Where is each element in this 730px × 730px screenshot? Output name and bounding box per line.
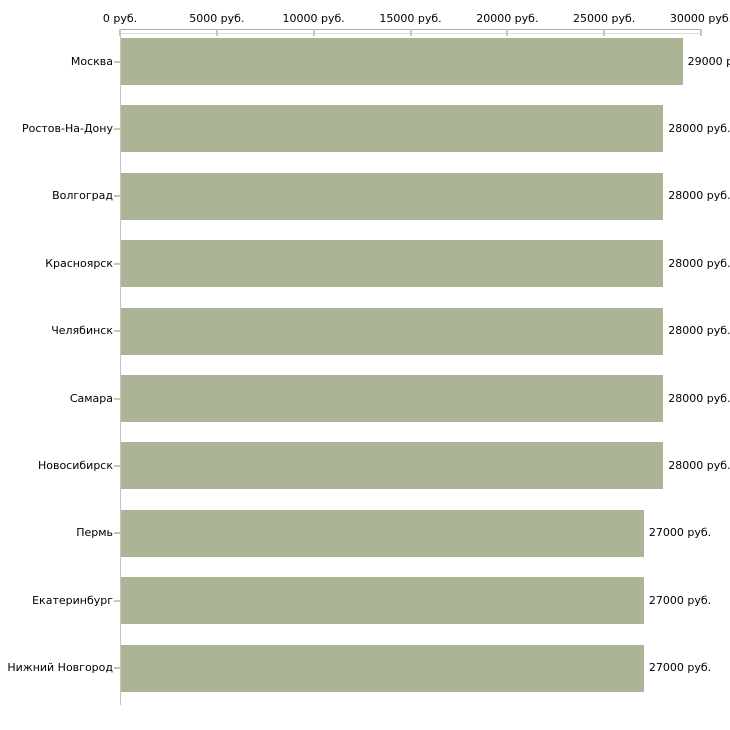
bar-value-label: 28000 руб. [668,324,730,338]
x-axis-tick-label: 5000 руб. [189,12,245,25]
bar-value-label: 28000 руб. [668,189,730,203]
category-tick-mark [114,599,120,602]
bar-value-label: 27000 руб. [648,526,712,540]
bar [121,644,644,692]
x-axis-tick-mark [215,29,218,36]
bar [121,509,644,557]
category-axis-line [120,29,121,705]
category-label: Пермь [76,526,113,540]
bar [121,105,664,153]
x-axis-tick-label: 20000 руб. [476,12,539,25]
category-tick-mark [114,330,120,333]
category-tick-mark [114,60,120,63]
bar-value-label: 27000 руб. [648,661,712,675]
category-label: Красноярск [45,256,113,270]
bar [121,577,644,625]
x-axis-tick-mark [700,29,702,36]
category-label: Челябинск [51,324,113,338]
x-axis-tick-label: 10000 руб. [282,12,345,25]
category-label: Новосибирск [37,458,113,472]
x-axis-tick-label: 30000 руб. [669,12,730,25]
bar [121,307,664,355]
category-tick-mark [114,532,120,535]
x-axis-tick-mark [312,29,315,36]
category-label: Волгоград [52,189,113,203]
x-axis-tick-label: 0 руб. [102,12,138,25]
category-tick-mark [114,195,120,198]
x-axis-tick-label: 15000 руб. [379,12,442,25]
category-label: Москва [70,54,113,68]
bar-value-label: 27000 руб. [648,593,712,607]
bar [121,38,683,85]
x-axis-tick-label: 25000 руб. [573,12,636,25]
bar [121,240,664,288]
x-axis-tick-mark [506,29,509,36]
bar-value-label: 28000 руб. [668,458,730,472]
bar [121,442,664,490]
category-tick-mark [114,667,120,670]
bar [121,375,664,422]
category-tick-mark [114,464,120,467]
bar-value-label: 29000 руб. [687,54,730,68]
x-axis-tick-mark [409,29,412,36]
category-tick-mark [114,397,120,400]
bar-value-label: 28000 руб. [668,391,730,405]
category-label: Екатеринбург [32,593,113,607]
bar-value-label: 28000 руб. [668,121,730,135]
x-axis-tick-mark [603,29,606,36]
category-tick-mark [114,262,120,265]
bar [121,172,664,220]
category-label: Ростов-На-Дону [21,121,113,135]
bar-value-label: 28000 руб. [668,256,730,270]
category-label: Нижний Новгород [7,661,113,675]
category-label: Самара [69,391,113,405]
category-tick-mark [114,127,120,130]
